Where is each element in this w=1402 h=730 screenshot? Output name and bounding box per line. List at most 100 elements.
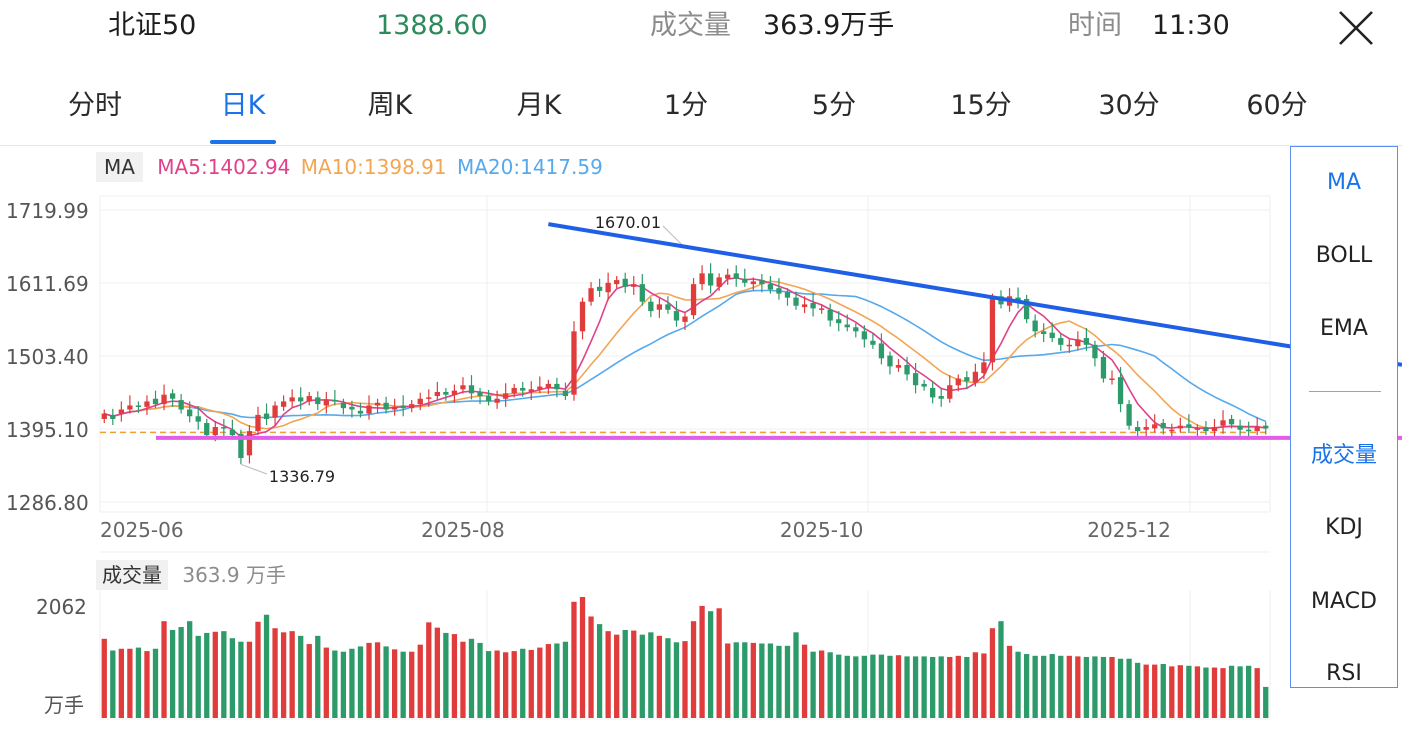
candle-body <box>878 343 885 359</box>
volume-bar <box>1126 658 1132 718</box>
x-tick-label: 2025-10 <box>780 518 864 542</box>
volume-bar <box>468 638 475 718</box>
candle <box>204 418 210 440</box>
candle-body <box>793 297 799 306</box>
volume-bar <box>101 638 107 718</box>
candle-body <box>298 397 304 402</box>
candle-body <box>571 331 577 395</box>
candle-body <box>110 414 116 419</box>
volume-bar <box>938 656 944 718</box>
tab-5min[interactable]: 5分 <box>811 90 857 121</box>
candle <box>503 383 509 407</box>
volume-bar <box>750 642 756 718</box>
tab-monthly-k[interactable]: 月K <box>516 90 562 121</box>
candle <box>289 389 295 408</box>
tab-60min[interactable]: 60分 <box>1246 90 1308 121</box>
volume-bar <box>485 651 492 718</box>
volume-bar <box>417 644 423 718</box>
indicator-macd[interactable]: MACD <box>1311 589 1377 614</box>
candle <box>298 387 304 410</box>
volume-bar <box>648 632 654 718</box>
volume-bar <box>1100 656 1107 718</box>
volume-bar <box>204 632 210 718</box>
candle <box>127 395 133 414</box>
candle-body <box>1228 418 1235 425</box>
candle <box>989 293 996 371</box>
candle-body <box>707 273 714 286</box>
volume-bar <box>571 601 577 718</box>
candle-body <box>750 281 756 285</box>
candle-body <box>1126 404 1132 426</box>
candle-body <box>229 429 236 436</box>
candle-body <box>887 355 893 367</box>
active-tab-indicator <box>210 140 276 144</box>
candle-body <box>1083 338 1090 345</box>
volume-legend-tag[interactable]: 成交量 <box>96 560 168 590</box>
volume-bar <box>280 632 287 718</box>
candle-body <box>1058 338 1064 345</box>
candle-body <box>1246 429 1252 432</box>
candle <box>477 387 483 405</box>
indicator-kdj[interactable]: KDJ <box>1325 515 1363 540</box>
candle-body <box>1160 422 1166 429</box>
candle <box>878 333 885 365</box>
volume-bar <box>537 647 543 718</box>
volume-bar <box>665 638 671 718</box>
tab-intraday[interactable]: 分时 <box>68 90 122 121</box>
indicator-rsi[interactable]: RSI <box>1326 661 1362 686</box>
candle <box>1066 338 1072 353</box>
candle <box>682 312 688 330</box>
indicator-boll[interactable]: BOLL <box>1315 243 1373 268</box>
indicator-ma[interactable]: MA <box>1326 170 1362 195</box>
volume-bar <box>1023 654 1030 718</box>
tab-1min[interactable]: 1分 <box>663 90 709 121</box>
volume-bar <box>1194 666 1201 718</box>
close-button[interactable] <box>1334 6 1378 50</box>
volume-bar <box>255 621 261 718</box>
candle-body <box>981 362 987 374</box>
candle <box>238 429 244 465</box>
header-divider <box>0 145 1402 146</box>
ma-legend: MA MA5:1402.94 MA10:1398.91 MA20:1417.59 <box>96 152 603 182</box>
candle <box>767 276 774 294</box>
candle-body <box>101 413 107 419</box>
indicator-ema[interactable]: EMA <box>1320 316 1368 341</box>
candle <box>784 288 791 306</box>
tab-weekly-k[interactable]: 周K <box>367 90 413 121</box>
candle <box>255 406 261 436</box>
candle <box>614 276 620 289</box>
candle-body <box>255 414 261 432</box>
candle-body <box>451 390 458 395</box>
candle-body <box>1117 377 1124 405</box>
candle-body <box>596 286 603 291</box>
candle <box>622 272 628 293</box>
indicator-volume[interactable]: 成交量 <box>1310 443 1377 468</box>
volume-max-label: 2062 <box>36 595 87 619</box>
candle <box>178 394 184 414</box>
tab-15min[interactable]: 15分 <box>950 90 1012 121</box>
candle <box>1263 421 1269 435</box>
candle <box>1160 418 1166 435</box>
candle <box>742 268 748 287</box>
volume-bar <box>588 616 594 718</box>
tab-30min[interactable]: 30分 <box>1098 90 1160 121</box>
candle-body <box>776 288 782 294</box>
ma-legend-tag[interactable]: MA <box>96 152 143 182</box>
candle <box>639 274 645 306</box>
candle-body <box>964 377 970 382</box>
min-pointer <box>240 463 268 475</box>
volume-bar <box>1092 656 1098 718</box>
volume-bar <box>315 635 321 718</box>
candle <box>1075 331 1081 351</box>
volume-bar <box>673 642 680 718</box>
volume-bar <box>793 632 799 718</box>
volume-bar <box>964 656 970 718</box>
volume-bar <box>1075 656 1081 718</box>
volume-bar <box>127 648 133 718</box>
volume-bar <box>596 624 603 718</box>
volume-bar <box>921 656 927 718</box>
tab-daily-k[interactable]: 日K <box>220 90 266 121</box>
volume-bar <box>332 650 338 718</box>
candle <box>340 398 347 415</box>
